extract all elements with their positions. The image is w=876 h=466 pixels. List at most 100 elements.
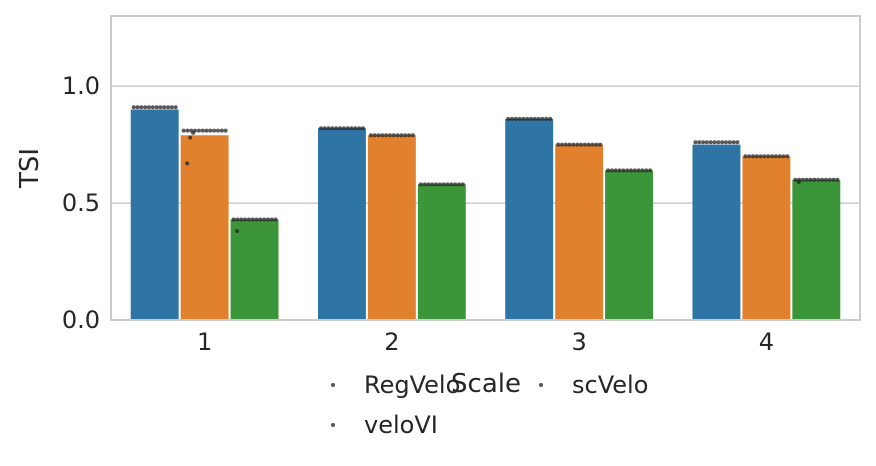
strip-point	[625, 168, 630, 173]
strip-point	[246, 217, 251, 222]
strip-point	[360, 126, 365, 131]
strip-point	[445, 182, 450, 187]
strip-point	[697, 140, 702, 145]
strip-point	[770, 154, 775, 159]
strip-point	[387, 133, 392, 138]
strip-point	[173, 105, 178, 110]
strip-point	[506, 116, 511, 121]
strip-point	[380, 133, 385, 138]
strip-point	[513, 116, 518, 121]
strip-point	[254, 217, 259, 222]
strip-point	[716, 140, 721, 145]
strip-point	[250, 217, 255, 222]
bar-scVelo-2	[417, 184, 466, 320]
bar-RegVelo-1	[130, 109, 179, 321]
strip-point	[827, 177, 832, 182]
outlier-point	[235, 229, 240, 234]
outlier-point	[188, 135, 193, 140]
strip-point	[265, 217, 270, 222]
strip-point	[762, 154, 767, 159]
strip-point	[804, 177, 809, 182]
bar-RegVelo-3	[505, 118, 554, 321]
bar-veloVI-3	[555, 144, 604, 320]
strip-point	[338, 126, 343, 131]
strip-point	[422, 182, 427, 187]
strip-point	[540, 116, 545, 121]
strip-point	[816, 177, 821, 182]
outlier-point	[185, 161, 190, 166]
strip-point	[563, 142, 568, 147]
strip-point	[544, 116, 549, 121]
strip-point	[777, 154, 782, 159]
strip-point	[403, 133, 408, 138]
outlier-point	[191, 130, 196, 135]
strip-point	[150, 105, 155, 110]
strip-point	[644, 168, 649, 173]
bar-RegVelo-4	[692, 144, 741, 320]
strip-point	[395, 133, 400, 138]
strip-point	[357, 126, 362, 131]
strip-point	[185, 128, 190, 133]
strip-point	[548, 116, 553, 121]
strip-point	[407, 133, 412, 138]
strip-point	[831, 177, 836, 182]
strip-point	[143, 105, 148, 110]
strip-point	[273, 217, 278, 222]
strip-point	[334, 126, 339, 131]
strip-point	[704, 140, 709, 145]
strip-point	[219, 128, 224, 133]
y-tick-label: 1.0	[62, 72, 100, 100]
bar-scVelo-3	[605, 170, 654, 320]
strip-point	[613, 168, 618, 173]
y-tick-labels: 0.0 0.5 1.0	[62, 72, 100, 334]
strip-point	[215, 128, 220, 133]
strip-point	[517, 116, 522, 121]
strip-point	[353, 126, 358, 131]
strip-point	[330, 126, 335, 131]
strip-point	[567, 142, 572, 147]
strip-point	[575, 142, 580, 147]
strip-point	[808, 177, 813, 182]
strip-point	[812, 177, 817, 182]
strip-point	[594, 142, 599, 147]
y-tick-label: 0.5	[62, 189, 100, 217]
strip-point	[169, 105, 174, 110]
strip-point	[510, 116, 515, 121]
x-tick-label: 1	[197, 328, 212, 356]
strip-point	[146, 105, 151, 110]
strip-point	[131, 105, 136, 110]
strip-point	[800, 177, 805, 182]
strip-point	[456, 182, 461, 187]
strip-point	[579, 142, 584, 147]
strip-point	[349, 126, 354, 131]
strip-point	[368, 133, 373, 138]
legend-label-scVelo: scVelo	[572, 371, 648, 399]
strip-point	[731, 140, 736, 145]
strip-point	[223, 128, 228, 133]
strip-point	[727, 140, 732, 145]
strip-point	[785, 154, 790, 159]
strip-point	[773, 154, 778, 159]
strip-point	[835, 177, 840, 182]
strip-point	[712, 140, 717, 145]
strip-point	[758, 154, 763, 159]
strip-point	[751, 154, 756, 159]
strip-point	[243, 217, 248, 222]
strip-point	[754, 154, 759, 159]
x-tick-label: 4	[759, 328, 774, 356]
legend-marker-RegVelo	[331, 383, 335, 387]
strip-point	[781, 154, 786, 159]
strip-point	[640, 168, 645, 173]
strip-point	[181, 128, 186, 133]
strip-point	[536, 116, 541, 121]
strip-point	[166, 105, 171, 110]
strip-point	[262, 217, 267, 222]
strip-point	[571, 142, 576, 147]
strip-point	[391, 133, 396, 138]
strip-point	[139, 105, 144, 110]
x-tick-label: 3	[571, 328, 586, 356]
strip-point	[162, 105, 167, 110]
bar-veloVI-2	[367, 135, 416, 320]
outlier-point	[796, 180, 801, 185]
